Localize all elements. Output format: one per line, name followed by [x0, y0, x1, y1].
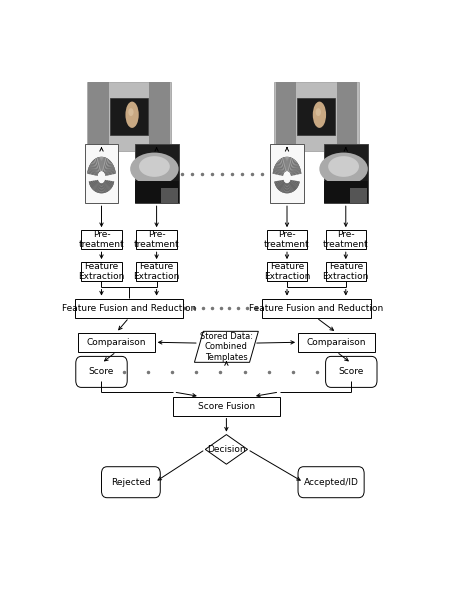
FancyBboxPatch shape	[267, 230, 307, 249]
FancyBboxPatch shape	[87, 82, 171, 151]
FancyBboxPatch shape	[149, 82, 170, 151]
Ellipse shape	[316, 108, 321, 116]
Text: Pre-
treatment: Pre- treatment	[264, 230, 310, 249]
Text: Accepted/ID: Accepted/ID	[304, 478, 358, 487]
FancyBboxPatch shape	[78, 333, 155, 352]
Text: Feature Fusion and Reduction: Feature Fusion and Reduction	[249, 304, 383, 313]
FancyBboxPatch shape	[298, 466, 364, 498]
Text: Stored Data:
Combined
Templates: Stored Data: Combined Templates	[200, 332, 253, 362]
FancyBboxPatch shape	[76, 356, 127, 387]
Text: Feature
Extraction: Feature Extraction	[323, 262, 369, 281]
Text: Feature
Extraction: Feature Extraction	[78, 262, 125, 281]
FancyBboxPatch shape	[298, 333, 375, 352]
Text: Pre-
treatment: Pre- treatment	[323, 230, 369, 249]
Ellipse shape	[130, 153, 179, 185]
Text: Decision: Decision	[207, 445, 246, 454]
Ellipse shape	[319, 153, 368, 185]
FancyBboxPatch shape	[326, 356, 377, 387]
Text: Feature
Extraction: Feature Extraction	[133, 262, 180, 281]
FancyBboxPatch shape	[137, 262, 177, 281]
Ellipse shape	[128, 108, 134, 116]
Text: Score Fusion: Score Fusion	[198, 401, 255, 411]
FancyBboxPatch shape	[161, 188, 178, 203]
FancyBboxPatch shape	[110, 98, 148, 136]
Text: Score: Score	[338, 368, 364, 377]
Text: Comparaison: Comparaison	[86, 338, 146, 347]
FancyBboxPatch shape	[337, 82, 357, 151]
FancyBboxPatch shape	[324, 181, 368, 203]
Text: Feature Fusion and Reduction: Feature Fusion and Reduction	[62, 304, 196, 313]
FancyBboxPatch shape	[297, 98, 336, 136]
Polygon shape	[205, 435, 247, 464]
Ellipse shape	[126, 102, 139, 128]
Ellipse shape	[139, 156, 170, 177]
Polygon shape	[194, 332, 258, 362]
Text: Pre-
treatment: Pre- treatment	[134, 230, 180, 249]
FancyBboxPatch shape	[275, 82, 296, 151]
FancyBboxPatch shape	[82, 262, 122, 281]
FancyBboxPatch shape	[82, 230, 122, 249]
FancyBboxPatch shape	[274, 82, 359, 151]
FancyBboxPatch shape	[326, 230, 366, 249]
FancyBboxPatch shape	[324, 144, 368, 203]
FancyBboxPatch shape	[262, 298, 371, 318]
FancyBboxPatch shape	[75, 298, 183, 318]
FancyBboxPatch shape	[137, 230, 177, 249]
Text: Comparaison: Comparaison	[307, 338, 366, 347]
Ellipse shape	[328, 156, 359, 177]
Ellipse shape	[313, 102, 326, 128]
FancyBboxPatch shape	[267, 262, 307, 281]
Text: Feature
Extraction: Feature Extraction	[264, 262, 310, 281]
FancyBboxPatch shape	[271, 144, 303, 203]
Text: Rejected: Rejected	[111, 478, 151, 487]
FancyBboxPatch shape	[101, 466, 160, 498]
FancyBboxPatch shape	[326, 262, 366, 281]
FancyBboxPatch shape	[135, 144, 179, 203]
FancyBboxPatch shape	[88, 82, 109, 151]
Text: Score: Score	[89, 368, 114, 377]
FancyBboxPatch shape	[173, 397, 280, 416]
FancyBboxPatch shape	[350, 188, 367, 203]
Text: Pre-
treatment: Pre- treatment	[79, 230, 124, 249]
FancyBboxPatch shape	[85, 144, 118, 203]
FancyBboxPatch shape	[135, 181, 179, 203]
